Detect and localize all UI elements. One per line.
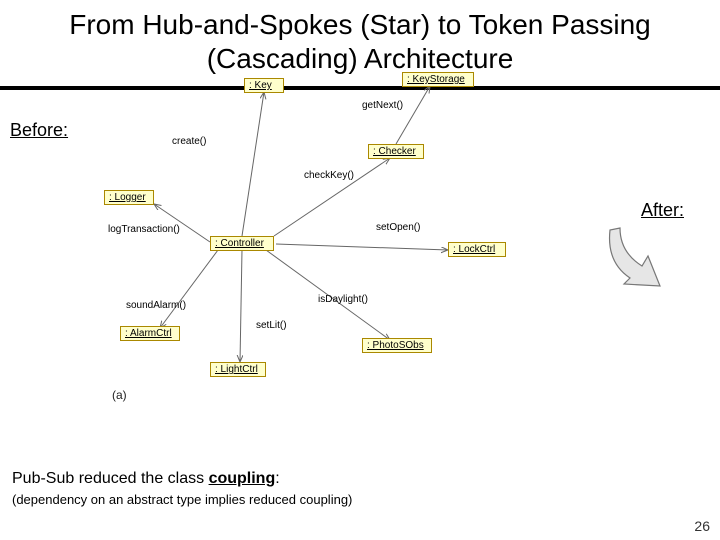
caption-line1-emph: coupling — [209, 470, 276, 487]
uml-msg-logtransaction: logTransaction() — [108, 224, 180, 235]
uml-node-keystorage: : KeyStorage — [402, 72, 474, 87]
after-arrow — [606, 226, 668, 292]
uml-node-key: : Key — [244, 78, 284, 93]
after-label: After: — [641, 200, 684, 221]
uml-node-alarmctrl: : AlarmCtrl — [120, 326, 180, 341]
uml-node-photosobs: : PhotoSObs — [362, 338, 432, 353]
page-number: 26 — [694, 518, 710, 534]
uml-node-lockctrl: : LockCtrl — [448, 242, 506, 257]
uml-msg-create: create() — [172, 136, 206, 147]
uml-edge — [154, 204, 210, 242]
caption-line1-suffix: : — [275, 470, 279, 487]
arrow-path — [610, 228, 660, 286]
uml-diagram-before: : Key : KeyStorage : Checker : Controlle… — [100, 72, 520, 402]
diagram-edges — [100, 72, 520, 402]
uml-msg-setopen: setOpen() — [376, 222, 420, 233]
uml-node-checker: : Checker — [368, 144, 424, 159]
caption-line2: (dependency on an abstract type implies … — [12, 492, 352, 507]
uml-msg-getnext: getNext() — [362, 100, 403, 111]
uml-edge — [240, 250, 242, 362]
uml-msg-setlit: setLit() — [256, 320, 287, 331]
before-label: Before: — [10, 120, 68, 141]
uml-msg-soundalarm: soundAlarm() — [126, 300, 186, 311]
uml-edge — [160, 250, 218, 328]
uml-edge — [396, 86, 430, 144]
uml-msg-checkkey: checkKey() — [304, 170, 354, 181]
uml-node-lightctrl: : LightCtrl — [210, 362, 266, 377]
uml-node-logger: : Logger — [104, 190, 154, 205]
diagram-sublabel-a: (a) — [112, 388, 127, 402]
bottom-caption: Pub-Sub reduced the class coupling: (dep… — [12, 470, 352, 507]
uml-msg-isdaylight: isDaylight() — [318, 294, 368, 305]
slide-title: From Hub-and-Spokes (Star) to Token Pass… — [0, 8, 720, 75]
uml-node-controller: : Controller — [210, 236, 274, 251]
uml-edge — [276, 244, 448, 250]
uml-edge — [242, 92, 264, 236]
caption-line1-prefix: Pub-Sub reduced the class — [12, 470, 209, 487]
